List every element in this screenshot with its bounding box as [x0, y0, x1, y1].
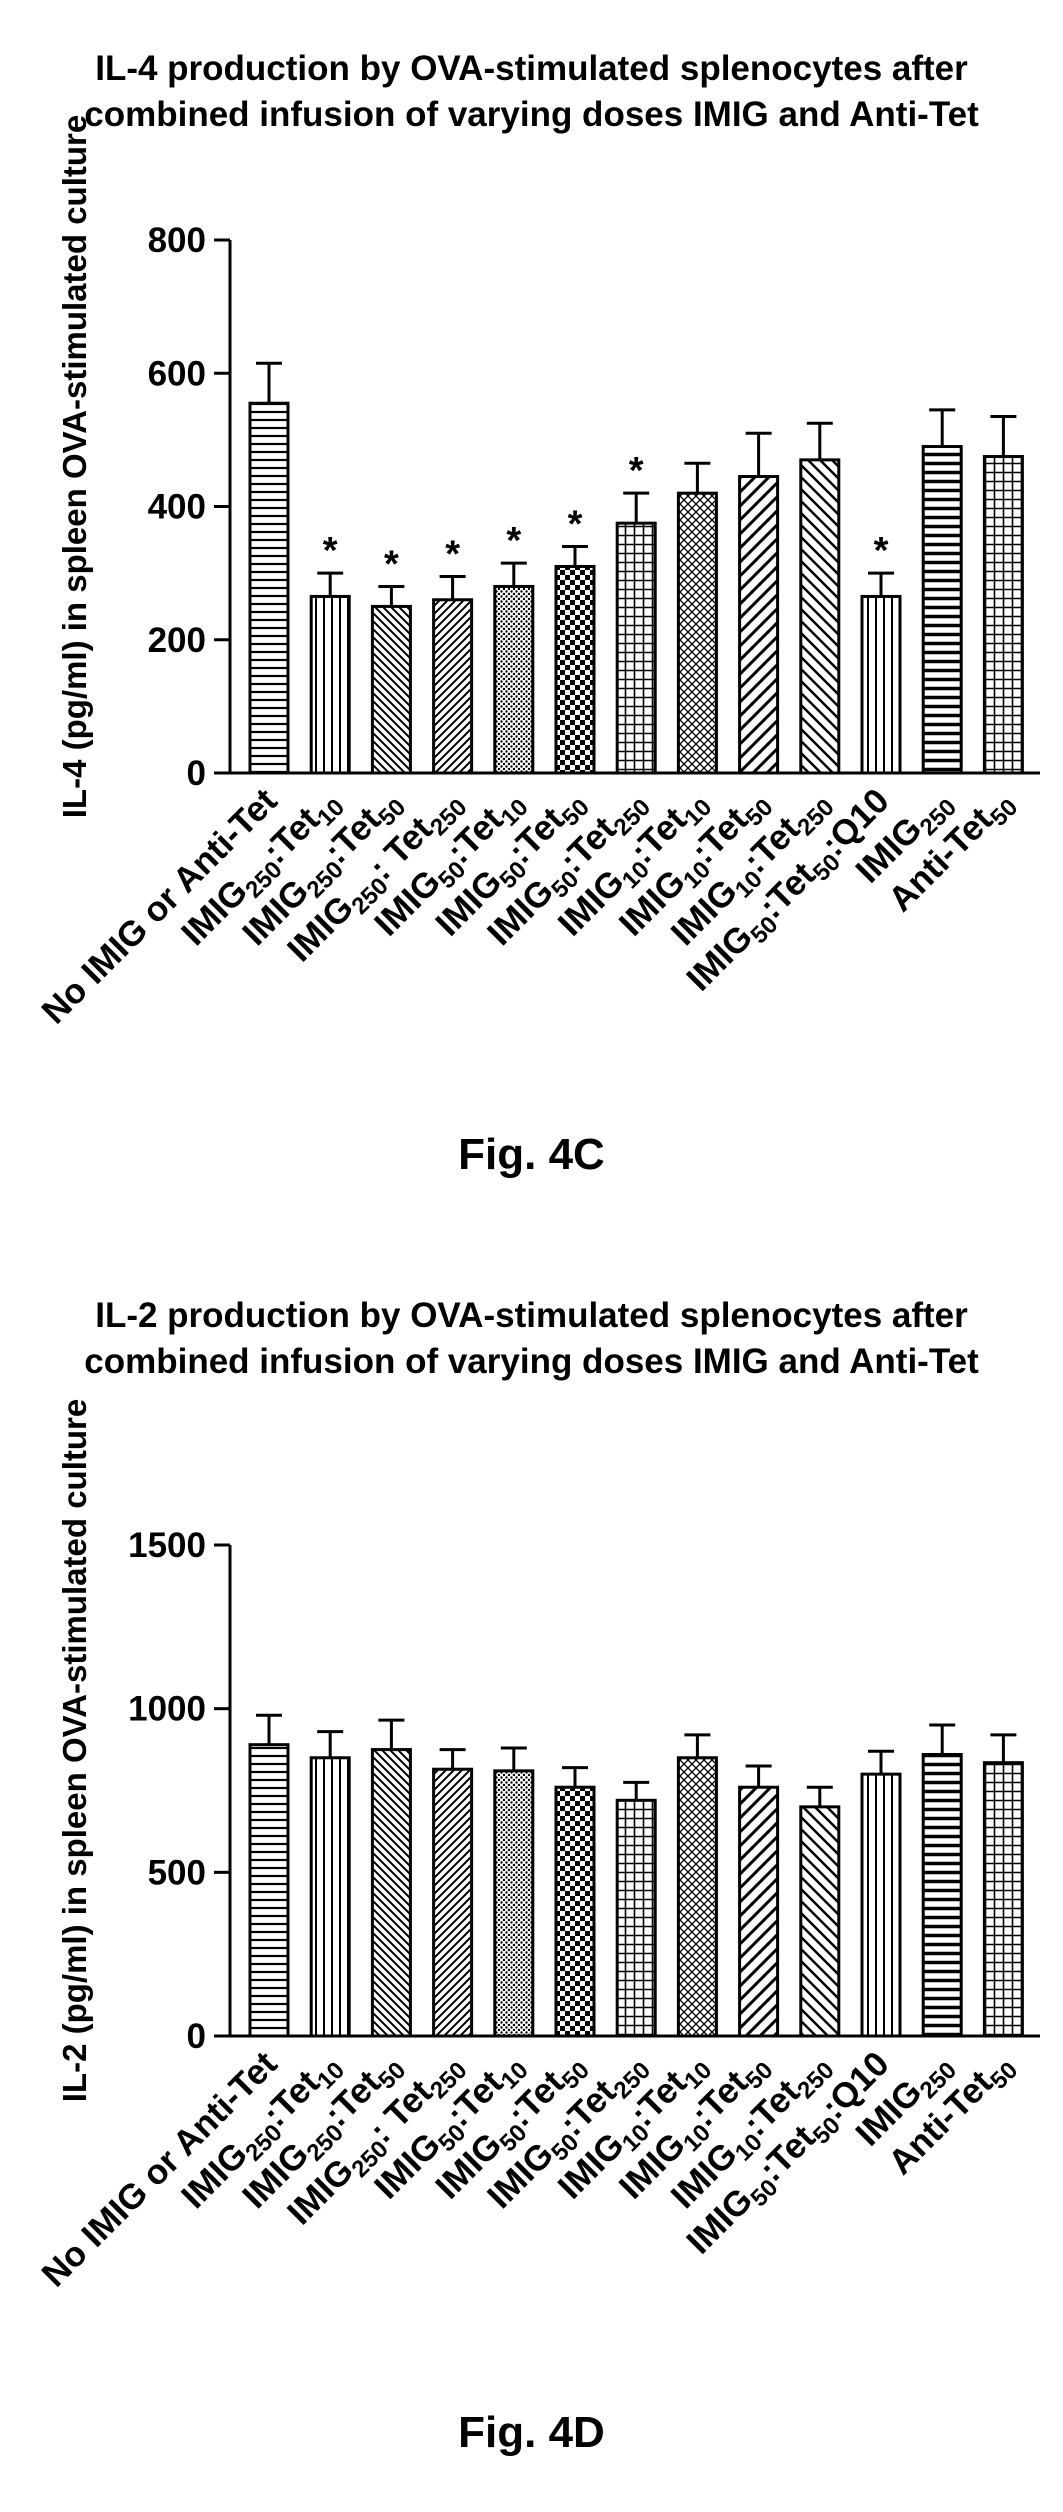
bar: [738, 475, 780, 775]
bar: [554, 564, 596, 775]
chart-title-line-2: combined infusion of varying doses IMIG …: [84, 95, 979, 134]
significance-marker: *: [506, 520, 521, 562]
y-axis-label: IL-2 (pg/ml) in spleen OVA-stimulated cu…: [56, 1399, 93, 2102]
bar: [615, 521, 657, 775]
figure-4d: IL-2 production by OVA-stimulated spleno…: [0, 1256, 1063, 2512]
y-tick-label: 1000: [128, 1690, 206, 1729]
bar: [799, 458, 841, 775]
bar: [493, 584, 535, 775]
bar: [493, 1769, 535, 2038]
bar: [676, 1756, 718, 2038]
y-tick-label: 600: [148, 354, 206, 393]
bar: [309, 1756, 351, 2038]
figure-caption: Fig. 4C: [458, 1130, 605, 1179]
bar: [738, 1785, 780, 2038]
bar: [370, 604, 412, 775]
chart-title-line-2: combined infusion of varying doses IMIG …: [84, 1342, 979, 1381]
bar: [982, 1761, 1024, 2038]
x-category-label: IMIG50:Tet50: [428, 781, 595, 948]
chart-title-line-1: IL-4 production by OVA-stimulated spleno…: [95, 49, 968, 88]
bar: [860, 1772, 902, 2038]
bar: [982, 455, 1024, 775]
y-tick-label: 0: [187, 2017, 206, 2056]
chart-title-line-1: IL-2 production by OVA-stimulated spleno…: [95, 1296, 968, 1335]
bar: [248, 401, 290, 775]
bar-chart-il4: IL-4 (pg/ml) in spleen OVA-stimulated cu…: [34, 115, 1040, 1031]
significance-marker: *: [874, 530, 889, 572]
bar: [799, 1805, 841, 2038]
significance-marker: *: [568, 503, 583, 545]
bar: [370, 1748, 412, 2038]
figure-4c: IL-4 production by OVA-stimulated spleno…: [0, 46, 1063, 1179]
y-tick-label: 800: [148, 221, 206, 260]
significance-marker: *: [323, 530, 338, 572]
y-tick-label: 1500: [128, 1526, 206, 1565]
bar: [432, 598, 474, 775]
significance-marker: *: [445, 533, 460, 575]
bar: [309, 594, 351, 775]
bar: [432, 1767, 474, 2038]
bar: [921, 445, 963, 775]
bar-chart-il2: IL-2 (pg/ml) in spleen OVA-stimulated cu…: [34, 1399, 1040, 2294]
bar: [676, 491, 718, 775]
y-axis-label: IL-4 (pg/ml) in spleen OVA-stimulated cu…: [56, 115, 93, 818]
y-tick-label: 500: [148, 1853, 206, 1892]
significance-marker: *: [629, 450, 644, 492]
chart-title: IL-2 production by OVA-stimulated spleno…: [0, 1293, 1063, 1385]
figure-caption: Fig. 4D: [458, 2408, 605, 2457]
chart-title: IL-4 production by OVA-stimulated spleno…: [0, 46, 1063, 138]
y-tick-label: 200: [148, 621, 206, 660]
bar: [615, 1798, 657, 2038]
significance-marker: *: [384, 543, 399, 585]
bar: [860, 594, 902, 775]
y-tick-label: 400: [148, 488, 206, 527]
bar: [554, 1785, 596, 2038]
bar: [921, 1752, 963, 2038]
bar: [248, 1743, 290, 2038]
y-tick-label: 0: [187, 754, 206, 793]
